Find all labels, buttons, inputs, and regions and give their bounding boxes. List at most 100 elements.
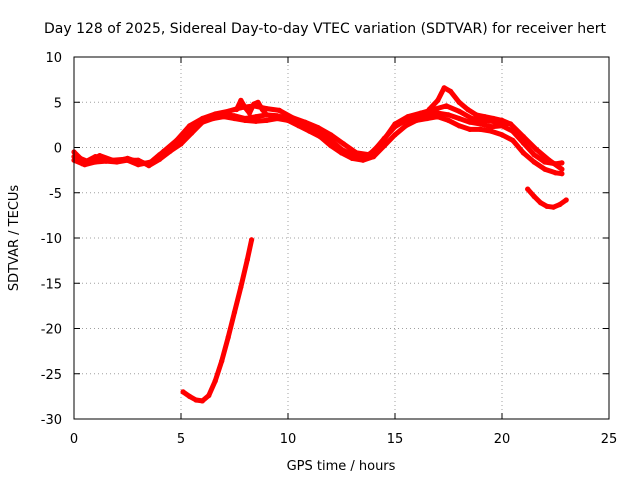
- data-point: [520, 150, 527, 156]
- data-point: [478, 126, 484, 132]
- data-point: [187, 123, 193, 129]
- data-point: [199, 119, 205, 125]
- data-point: [187, 393, 193, 399]
- series-layer: [71, 85, 569, 404]
- data-point: [563, 197, 569, 203]
- data-point: [559, 166, 565, 172]
- x-tick-label: 20: [494, 432, 511, 447]
- x-tick-label: 5: [177, 432, 185, 447]
- data-point: [557, 201, 563, 208]
- data-point: [315, 125, 321, 131]
- data-point: [552, 170, 559, 176]
- data-point: [559, 160, 565, 166]
- data-point: [249, 237, 255, 243]
- x-tick-label: 25: [601, 432, 618, 447]
- data-point: [525, 186, 531, 192]
- data-point: [212, 111, 218, 117]
- data-point: [225, 335, 231, 341]
- data-point: [445, 117, 452, 123]
- x-tick-label: 15: [387, 432, 404, 447]
- y-tick-label: 0: [54, 142, 62, 157]
- data-point: [510, 137, 516, 143]
- data-point: [360, 157, 366, 163]
- chart-title: Day 128 of 2025, Sidereal Day-to-day VTE…: [44, 21, 606, 37]
- data-point: [435, 97, 441, 103]
- data-point: [445, 112, 452, 118]
- data-point: [92, 159, 98, 165]
- x-axis-label: GPS time / hours: [287, 459, 396, 474]
- data-point: [426, 106, 432, 113]
- data-point: [473, 112, 479, 118]
- data-point: [443, 103, 449, 109]
- data-point: [242, 105, 248, 111]
- data-point: [349, 155, 355, 161]
- data-point: [114, 159, 120, 165]
- y-tick-label: -30: [41, 413, 62, 428]
- data-point: [465, 106, 471, 113]
- data-point: [219, 358, 225, 364]
- data-point: [392, 121, 398, 127]
- data-point: [499, 117, 505, 123]
- data-point: [180, 389, 186, 395]
- data-point: [225, 108, 231, 114]
- data-point: [405, 114, 411, 120]
- data-point: [488, 124, 494, 130]
- data-point: [302, 119, 308, 125]
- data-point: [469, 115, 475, 122]
- data-point: [508, 121, 514, 127]
- y-tick-label: -20: [41, 323, 62, 338]
- data-point: [317, 134, 323, 140]
- data-point: [546, 157, 552, 163]
- data-point: [467, 126, 473, 132]
- data-point: [82, 162, 88, 168]
- data-point: [531, 159, 537, 165]
- tick-marks: [73, 56, 610, 420]
- data-point: [441, 85, 447, 91]
- data-point: [353, 150, 360, 156]
- data-point: [206, 392, 212, 399]
- data-point: [520, 134, 527, 140]
- data-point: [371, 154, 377, 160]
- data-point: [178, 141, 184, 147]
- data-point: [499, 132, 505, 138]
- data-point: [231, 115, 238, 122]
- data-point: [264, 112, 270, 118]
- data-point: [550, 204, 557, 210]
- data-point: [234, 106, 240, 113]
- data-point: [482, 114, 488, 120]
- data-point: [531, 152, 537, 158]
- data-point: [97, 153, 103, 159]
- y-tick-label: -10: [41, 232, 62, 247]
- data-point: [435, 114, 441, 120]
- data-point: [403, 123, 409, 129]
- data-point: [238, 284, 244, 290]
- data-point: [448, 88, 454, 94]
- data-point: [253, 114, 259, 120]
- data-point: [253, 118, 259, 124]
- data-point: [189, 130, 195, 136]
- data-point: [255, 99, 261, 105]
- data-point: [285, 117, 291, 123]
- x-tick-label: 10: [280, 432, 297, 447]
- data-point: [264, 117, 270, 123]
- data-point: [157, 156, 163, 162]
- data-point: [418, 110, 424, 116]
- data-point: [456, 123, 462, 129]
- data-point: [488, 128, 494, 134]
- data-point: [306, 128, 312, 134]
- data-point: [231, 309, 238, 315]
- y-tick-label: 5: [54, 96, 62, 111]
- data-point: [531, 193, 537, 199]
- data-point: [221, 114, 227, 120]
- data-point: [274, 115, 280, 122]
- data-point: [251, 101, 257, 107]
- data-point: [338, 150, 345, 156]
- data-point: [167, 148, 173, 154]
- data-point: [456, 108, 462, 114]
- data-point: [478, 121, 484, 127]
- data-point: [135, 157, 141, 163]
- data-point: [259, 106, 265, 113]
- data-point: [242, 117, 248, 123]
- x-tick-label: 0: [70, 432, 78, 447]
